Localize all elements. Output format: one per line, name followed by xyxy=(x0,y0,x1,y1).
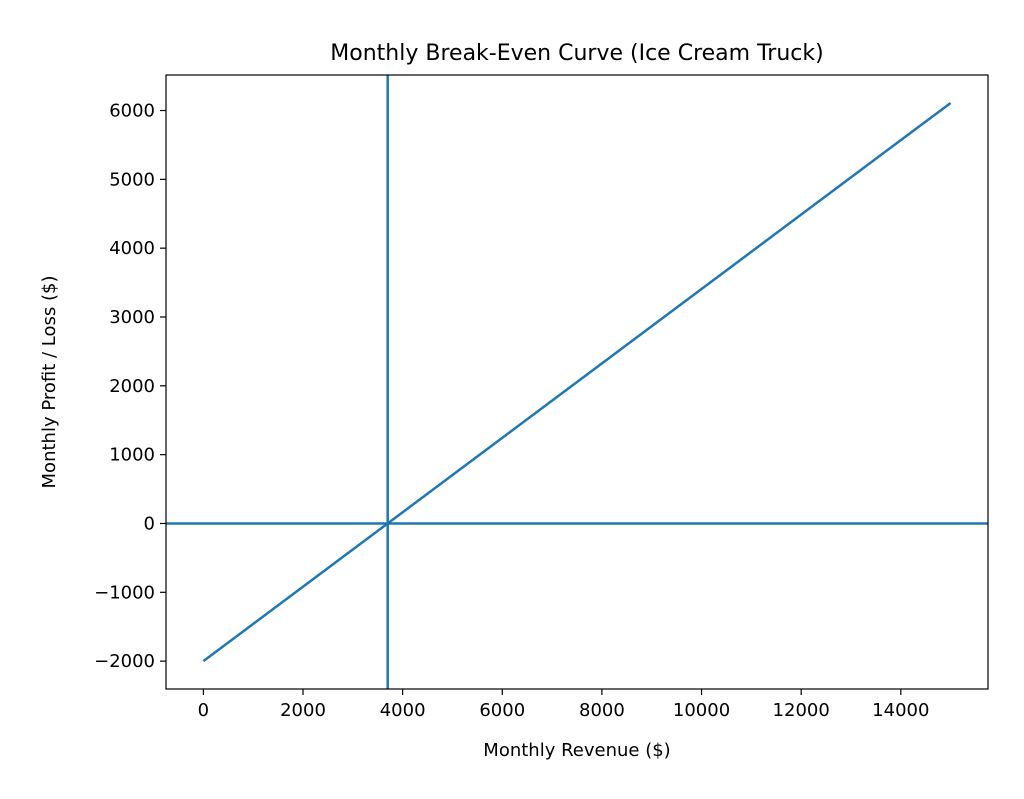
x-tick-label: 6000 xyxy=(479,700,525,721)
profit-series-line xyxy=(202,101,952,663)
y-tick-label: 6000 xyxy=(109,101,155,122)
x-tick-label: 4000 xyxy=(380,700,426,721)
x-axis-label: Monthly Revenue ($) xyxy=(483,740,670,761)
x-tick-label: 14000 xyxy=(872,700,929,721)
y-tick-label: −1000 xyxy=(94,582,155,603)
chart-title: Monthly Break-Even Curve (Ice Cream Truc… xyxy=(330,41,823,66)
x-tick-label: 8000 xyxy=(579,700,625,721)
y-tick-label: 3000 xyxy=(109,307,155,328)
y-tick-label: 1000 xyxy=(109,445,155,466)
x-tick-label: 12000 xyxy=(773,700,830,721)
plot-frame xyxy=(165,74,989,690)
x-tick-label: 2000 xyxy=(280,700,326,721)
y-tick-label: 4000 xyxy=(109,238,155,259)
y-axis-label: Monthly Profit / Loss ($) xyxy=(39,276,60,489)
y-tick-label: 2000 xyxy=(109,376,155,397)
y-tick-label: 0 xyxy=(144,513,155,534)
y-tick-label: 5000 xyxy=(109,169,155,190)
x-tick-label: 0 xyxy=(198,700,209,721)
y-tick-label: −2000 xyxy=(94,651,155,672)
x-tick-label: 10000 xyxy=(673,700,730,721)
